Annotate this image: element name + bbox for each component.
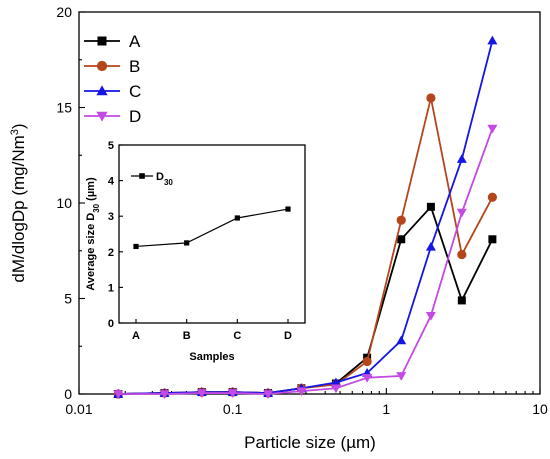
- main-y-tick-label: 20: [56, 4, 72, 20]
- inset-y-axis-label-text: Average size D: [85, 213, 97, 291]
- data-point-b: [396, 215, 406, 225]
- main-y-tick-label: 5: [64, 291, 72, 307]
- data-point-b: [457, 249, 467, 260]
- inset-x-tick-label: A: [132, 330, 140, 342]
- data-point-d: [396, 372, 407, 381]
- data-point-c: [487, 35, 498, 45]
- series-line-c: [118, 40, 494, 395]
- main-y-axis-label-text: dM/dlogDp (mg/Nm: [9, 135, 28, 282]
- main-x-tick-label: 1: [382, 401, 390, 417]
- data-point-d: [159, 390, 170, 399]
- data-point-d: [487, 124, 498, 134]
- inset-x-tick-label: C: [233, 330, 241, 342]
- inset-legend: D30: [131, 171, 173, 187]
- main-y-axis-label-sup: 3: [9, 129, 21, 135]
- data-point-a: [426, 202, 435, 211]
- legend-marker-a: [97, 36, 107, 46]
- inset-y-tick-label: 5: [108, 140, 114, 152]
- inset-legend-label-text: D: [156, 171, 164, 183]
- inset-data-point: [234, 215, 240, 221]
- data-point-d: [196, 389, 207, 399]
- data-point-c: [425, 241, 436, 251]
- main-x-tick-label: 0.1: [223, 401, 243, 417]
- legend-label-a: A: [129, 32, 141, 51]
- inset-y-tick-label: 0: [108, 318, 114, 330]
- inset-y-axis-label-sub: 30: [92, 203, 101, 212]
- inset-axes: A B C D 0 1 2 3 4 5: [108, 140, 292, 342]
- main-series: [113, 35, 498, 399]
- legend-marker-d: [96, 111, 108, 122]
- inset-series: [133, 206, 291, 250]
- data-point-b: [426, 93, 436, 103]
- data-point-a: [457, 296, 466, 305]
- inset-data-point: [285, 206, 291, 212]
- data-point-d: [456, 208, 467, 218]
- main-y-axis-label: dM/dlogDp (mg/Nm3): [9, 123, 28, 282]
- legend-label-d: D: [129, 107, 141, 126]
- legend-label-b: B: [129, 57, 140, 76]
- main-x-tick-label: 10: [532, 401, 548, 417]
- main-y-tick-label: 10: [56, 195, 72, 211]
- inset-legend-marker: [139, 173, 145, 179]
- data-point-d: [296, 387, 307, 397]
- main-x-axis-label: Particle size (µm): [244, 433, 376, 452]
- data-point-d: [362, 374, 373, 383]
- legend-label-c: C: [129, 82, 141, 101]
- data-point-c: [330, 377, 341, 387]
- data-point-a: [397, 235, 406, 244]
- data-point-d: [425, 311, 436, 321]
- inset-x-tick-label: D: [284, 330, 292, 342]
- inset-y-tick-label: 3: [108, 211, 114, 223]
- data-point-c: [456, 154, 467, 163]
- inset-y-axis-label-end: (µm): [85, 177, 97, 204]
- data-point-c: [396, 335, 407, 345]
- inset-y-tick-label: 2: [108, 247, 114, 259]
- data-point-d: [330, 384, 341, 394]
- main-x-tick-label: 0.01: [65, 401, 92, 417]
- series-line-d: [118, 128, 494, 395]
- data-point-d: [113, 390, 124, 399]
- inset-data-point: [133, 243, 139, 250]
- data-point-b: [487, 192, 497, 202]
- inset-y-tick-label: 4: [108, 176, 115, 188]
- inset-y-tick-label: 1: [108, 282, 114, 294]
- inset-y-axis-label: Average size D30 (µm): [85, 177, 101, 291]
- main-y-tick-label: 0: [64, 386, 72, 402]
- inset-plot-frame: [118, 144, 306, 324]
- data-point-b: [362, 356, 372, 367]
- data-point-d: [263, 390, 274, 399]
- inset-data-point: [184, 240, 190, 246]
- inset-legend-label-sub: 30: [164, 178, 173, 187]
- legend-marker-b: [96, 60, 108, 72]
- inset-legend-label: D30: [156, 171, 173, 187]
- data-point-d: [227, 389, 238, 399]
- inset-series-line: [135, 208, 289, 248]
- inset-x-axis-label: Samples: [189, 351, 234, 363]
- main-y-axis-label-end: ): [9, 123, 28, 129]
- inset-x-tick-label: B: [183, 330, 191, 342]
- main-y-tick-label: 15: [56, 100, 72, 116]
- data-point-a: [488, 235, 497, 244]
- legend-marker-c: [96, 85, 108, 96]
